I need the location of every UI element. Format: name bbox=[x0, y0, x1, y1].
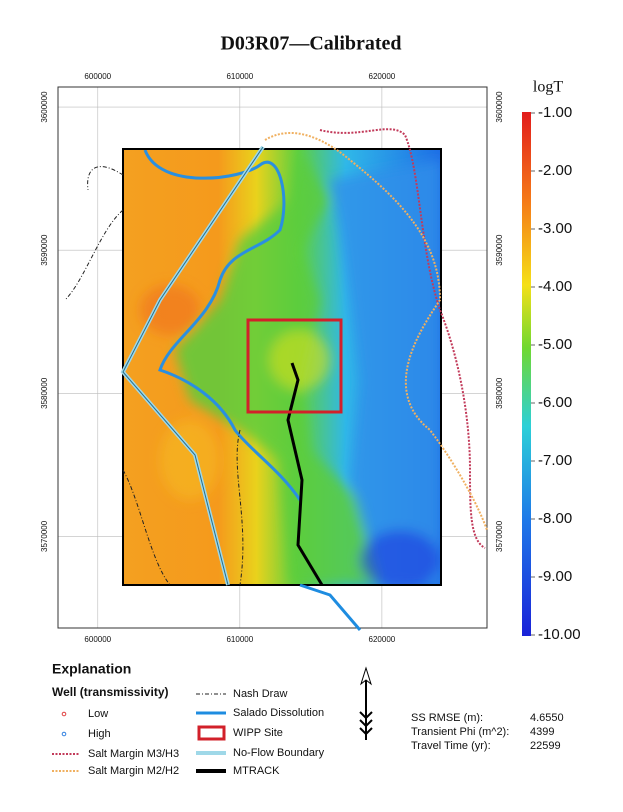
legend-item: High bbox=[88, 728, 111, 740]
y-tick-label: 3570000 bbox=[40, 520, 49, 552]
colorbar-tick-label: -1.00 bbox=[538, 104, 572, 121]
transmissivity-field bbox=[123, 149, 441, 585]
no-flow-boundary-core bbox=[122, 146, 264, 586]
stat-value: 4399 bbox=[530, 726, 554, 738]
high-symbol bbox=[61, 731, 67, 737]
y-tick-label: 3580000 bbox=[40, 377, 49, 409]
legend-item: No-Flow Boundary bbox=[233, 747, 325, 759]
legend-title: Explanation bbox=[52, 661, 131, 677]
salado-dissolution bbox=[299, 583, 362, 631]
map-frame bbox=[57, 86, 488, 629]
y-tick-label: 3590000 bbox=[495, 234, 504, 266]
colorbar-ticks: -1.00 -2.00 -3.00 -4.00 -5.00 -6.00 -7.00 -8.00… bbox=[531, 104, 581, 643]
legend-item: Nash Draw bbox=[233, 688, 287, 700]
x-tick-label: 600000 bbox=[84, 72, 111, 81]
colorbar-tick-label: -5.00 bbox=[538, 336, 572, 353]
stat-label: SS RMSE (m): bbox=[411, 712, 483, 724]
stat-label: Transient Phi (m^2): bbox=[411, 726, 509, 738]
x-tick-label: 620000 bbox=[369, 635, 396, 644]
y-tick-label: 3570000 bbox=[495, 520, 504, 552]
model-boundary bbox=[122, 148, 442, 586]
stat-value: 4.6550 bbox=[530, 712, 564, 724]
legend-item: WIPP Site bbox=[233, 727, 283, 739]
wipp-site bbox=[246, 318, 343, 414]
x-tick-label: 620000 bbox=[369, 72, 396, 81]
legend-item: MTRACK bbox=[233, 765, 280, 777]
legend-item: Low bbox=[88, 708, 108, 720]
legend-item: Salado Dissolution bbox=[233, 707, 324, 719]
y-tick-label: 3600000 bbox=[495, 91, 504, 123]
title: D03R07—Calibrated bbox=[220, 33, 401, 55]
colorbar-tick-label: -4.00 bbox=[538, 278, 572, 295]
low-symbol bbox=[61, 711, 67, 717]
colorbar-tick-label: -10.00 bbox=[538, 626, 581, 643]
colorbar-tick-label: -3.00 bbox=[538, 220, 572, 237]
colorbar-tick-label: -6.00 bbox=[538, 394, 572, 411]
stat-value: 22599 bbox=[530, 740, 561, 752]
legend-subtitle: Well (transmissivity) bbox=[52, 685, 168, 699]
colorbar-tick-label: -8.00 bbox=[538, 510, 572, 527]
y-tick-label: 3600000 bbox=[40, 91, 49, 123]
mtrack bbox=[286, 362, 324, 586]
stat-label: Travel Time (yr): bbox=[411, 740, 491, 752]
legend-item: Salt Margin M3/H3 bbox=[88, 748, 179, 760]
colorbar-tick-label: -7.00 bbox=[538, 452, 572, 469]
x-tick-label: 600000 bbox=[84, 635, 111, 644]
colorbar-tick-label: -9.00 bbox=[538, 568, 572, 585]
north-arrow bbox=[359, 666, 373, 740]
y-tick-label: 3590000 bbox=[40, 234, 49, 266]
x-tick-label: 610000 bbox=[226, 635, 253, 644]
legend-item: Salt Margin M2/H2 bbox=[88, 765, 179, 777]
colorbar bbox=[522, 112, 531, 636]
salt-margin-m2h2 bbox=[264, 131, 488, 531]
nash-draw bbox=[64, 166, 244, 586]
y-tick-label: 3580000 bbox=[495, 377, 504, 409]
colorbar-label: logT bbox=[533, 79, 563, 96]
x-tick-label: 610000 bbox=[226, 72, 253, 81]
wipp-symbol bbox=[197, 725, 226, 741]
colorbar-tick-label: -2.00 bbox=[538, 162, 572, 179]
